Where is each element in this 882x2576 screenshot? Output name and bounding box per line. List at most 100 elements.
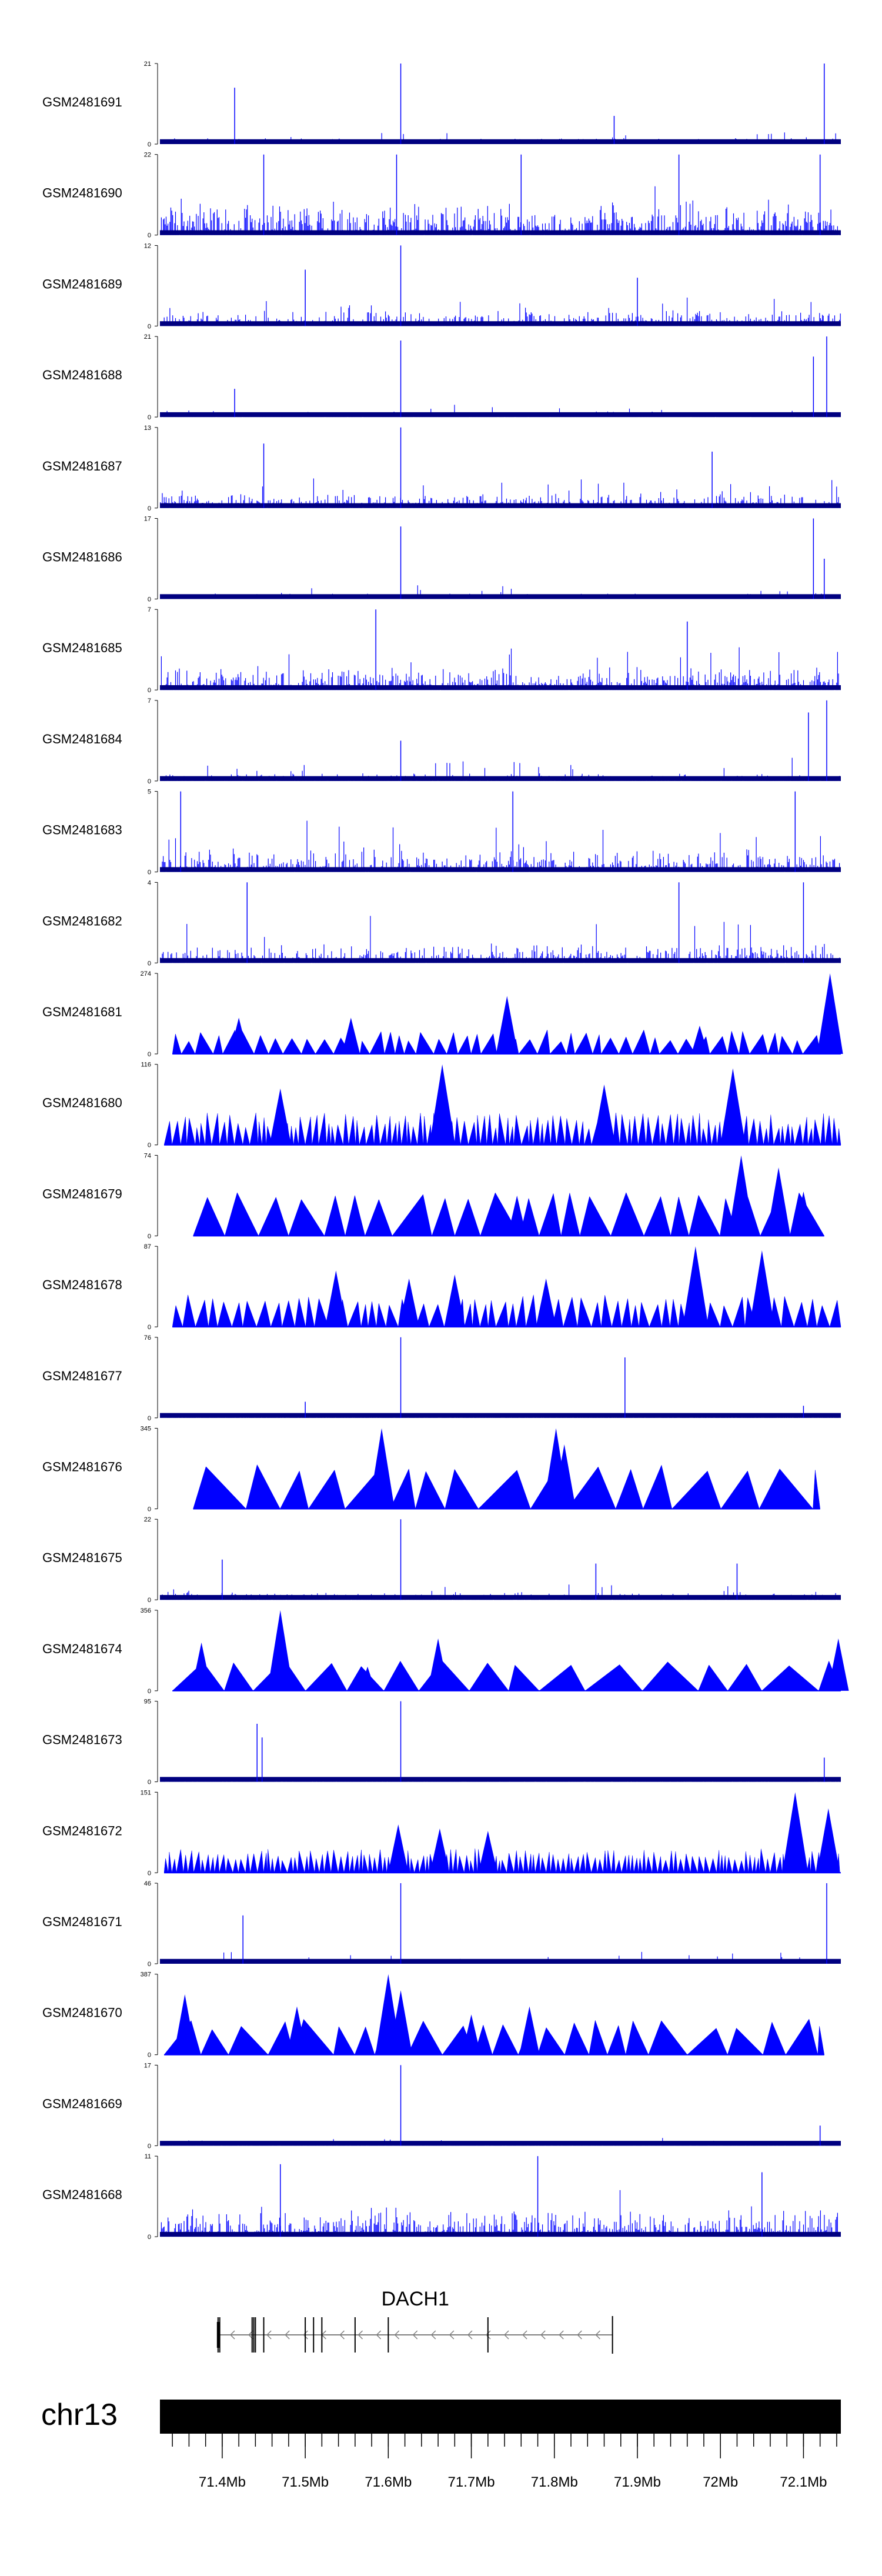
y-min-label: 0 [148,687,151,694]
strand-arrow [394,2330,400,2340]
track-GSM2481683: GSM2481683 5 0 [42,789,841,876]
coverage-signal [160,2190,841,2237]
y-min-label: 0 [148,1688,151,1695]
track-GSM2481672: GSM2481672 151 0 [42,1789,841,1877]
track-GSM2481691: GSM2481691 21 0 [42,61,841,148]
track-GSM2481680: GSM2481680 116 0 [42,1062,841,1149]
track-label: GSM2481689 [42,276,122,291]
y-max-label: 274 [141,970,151,977]
track-GSM2481671: GSM2481671 46 0 [42,1880,841,1968]
coverage-peak [429,1064,456,1145]
coverage-signal [160,186,841,235]
coverage-peak [267,1610,293,1691]
coverage-baseline [160,2231,841,2237]
y-max-label: 4 [148,879,151,886]
coverage-baseline [160,321,841,326]
y-min-label: 0 [148,778,151,785]
y-max-label: 7 [148,698,151,705]
y-min-label: 0 [148,2234,151,2241]
coverage-peak [342,1017,360,1054]
chromosome-bar [160,2400,841,2434]
coverage-baseline [160,503,841,508]
y-min-label: 0 [148,1142,151,1149]
y-max-label: 21 [144,333,151,341]
y-max-label: 76 [144,1334,151,1342]
y-max-label: 116 [141,1062,151,1069]
track-GSM2481668: GSM2481668 11 0 [42,2153,841,2241]
coverage-peak [325,1270,347,1327]
coverage-peak [817,1808,840,1873]
coverage-baseline [160,230,841,235]
chromosome-label: chr13 [41,2398,118,2432]
coverage-peak [519,2006,540,2055]
y-min-label: 0 [148,1779,151,1786]
y-max-label: 12 [144,242,151,249]
strand-arrow [430,2330,436,2340]
strand-arrow [467,2330,473,2340]
track-label: GSM2481668 [42,2187,122,2202]
coverage-peak [507,1195,527,1236]
strand-arrow [577,2330,582,2340]
track-GSM2481686: GSM2481686 17 0 [42,516,841,603]
coverage-peak [496,996,518,1054]
coverage-peak [766,1167,791,1236]
track-label: GSM2481684 [42,732,122,746]
y-max-label: 13 [144,425,151,432]
coverage-peak [388,1824,409,1873]
track-label: GSM2481679 [42,1186,122,1201]
strand-arrow [303,2330,308,2340]
coverage-peak [593,1084,616,1145]
coverage-peak [749,1250,775,1327]
coverage-peak [430,1828,450,1873]
track-label: GSM2481690 [42,186,122,201]
strand-arrow [559,2330,564,2340]
track-label: GSM2481680 [42,1096,122,1110]
track-GSM2481678: GSM2481678 87 0 [42,1243,841,1331]
track-GSM2481685: GSM2481685 7 0 [42,606,841,694]
coverage-peak [817,973,843,1054]
track-GSM2481675: GSM2481675 22 0 [42,1516,841,1604]
y-max-label: 345 [141,1426,151,1433]
axis-tick-label: 71.8Mb [531,2474,578,2490]
track-GSM2481670: GSM2481670 387 0 [42,1971,825,2059]
track-label: GSM2481678 [42,1277,122,1292]
y-min-label: 0 [148,141,151,148]
coverage-baseline [160,776,841,781]
track-GSM2481674: GSM2481674 356 0 [42,1607,849,1695]
strand-arrow [339,2330,345,2340]
coverage-baseline [160,685,841,690]
track-GSM2481689: GSM2481689 12 0 [42,242,841,330]
coverage-signal [163,1113,841,1145]
coverage-baseline [160,1958,841,1964]
track-label: GSM2481670 [42,2006,122,2020]
y-max-label: 7 [148,606,151,613]
strand-arrow [522,2330,527,2340]
y-min-label: 0 [148,1961,151,1968]
y-max-label: 17 [144,516,151,523]
coverage-baseline [160,1777,841,1782]
coverage-peak [191,1642,212,1691]
coverage-signal [160,820,841,872]
track-GSM2481669: GSM2481669 17 0 [42,2062,841,2150]
coverage-peak [173,1994,196,2055]
track-label: GSM2481685 [42,640,122,655]
y-max-label: 151 [141,1789,151,1796]
coverage-baseline [160,594,841,599]
track-GSM2481681: GSM2481681 274 0 [42,970,843,1058]
y-min-label: 0 [148,1506,151,1513]
y-min-label: 0 [148,960,151,967]
coverage-baseline [160,867,841,872]
track-label: GSM2481674 [42,1641,122,1656]
y-min-label: 0 [148,1415,151,1422]
coverage-peak [728,1155,754,1236]
y-min-label: 0 [148,1870,151,1877]
coverage-baseline [160,412,841,418]
track-GSM2481687: GSM2481687 13 0 [42,425,841,512]
y-max-label: 22 [144,152,151,159]
y-min-label: 0 [148,1597,151,1604]
coverage-peak [553,1444,576,1509]
y-min-label: 0 [148,596,151,603]
track-label: GSM2481675 [42,1550,122,1565]
y-min-label: 0 [148,2143,151,2150]
y-max-label: 46 [144,1880,151,1887]
